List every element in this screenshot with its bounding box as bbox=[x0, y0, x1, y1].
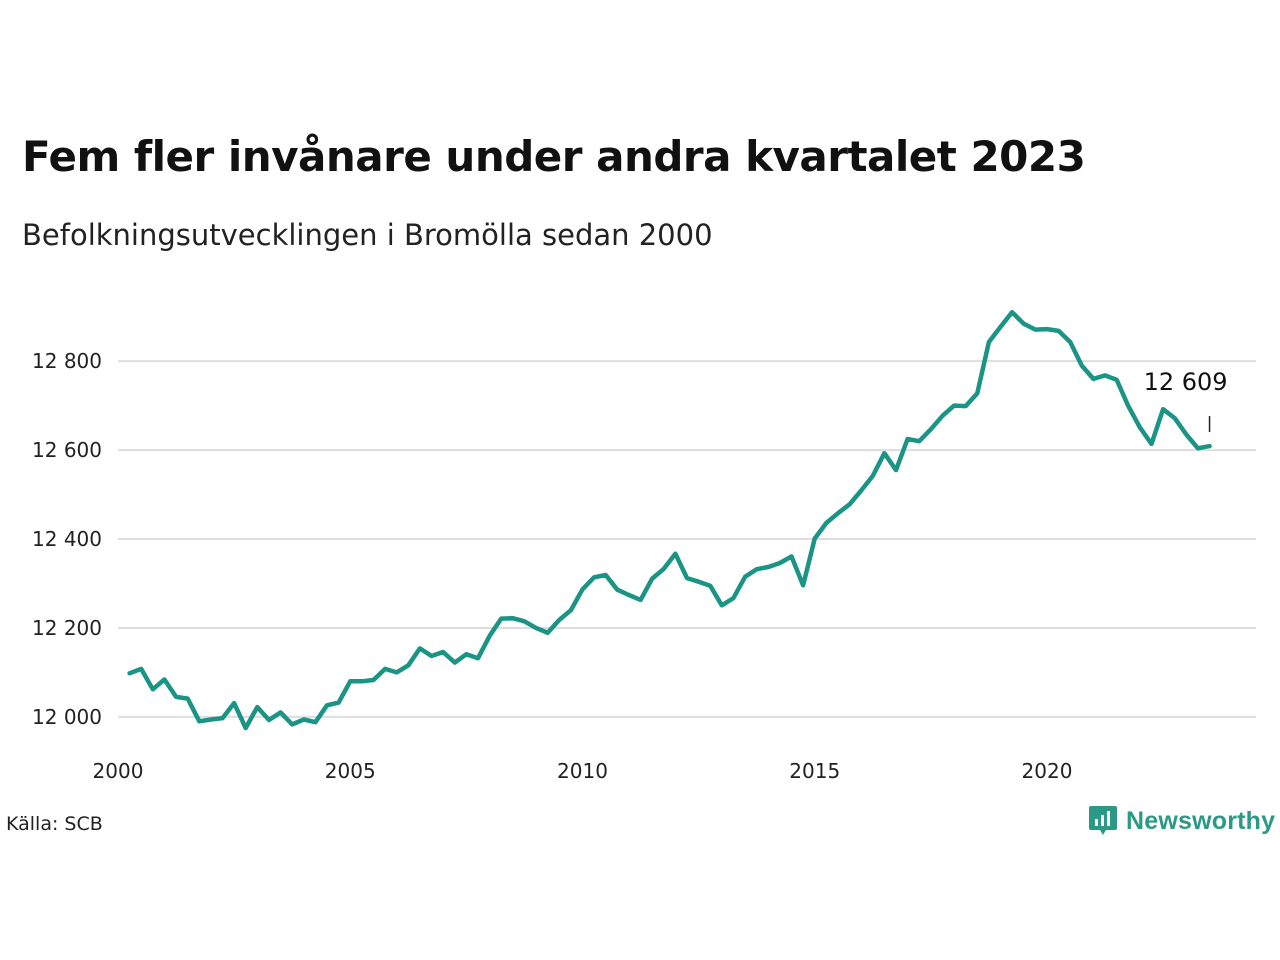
source-note: Källa: SCB bbox=[6, 813, 103, 835]
x-axis: 2000 2005 2010 2015 2020 bbox=[93, 759, 1073, 783]
chart-title: Fem fler invånare under andra kvartalet … bbox=[22, 132, 1086, 181]
y-axis: 12 000 12 200 12 400 12 600 12 800 bbox=[32, 349, 102, 729]
x-tick-label: 2020 bbox=[1022, 759, 1073, 783]
brand-name: Newsworthy bbox=[1126, 806, 1276, 835]
y-tick-label: 12 200 bbox=[32, 616, 102, 640]
series-line bbox=[127, 309, 1212, 731]
newsworthy-logo-icon bbox=[1089, 806, 1117, 835]
x-tick-label: 2005 bbox=[325, 759, 376, 783]
x-tick-label: 2015 bbox=[789, 759, 840, 783]
brand-logo: Newsworthy bbox=[1088, 804, 1275, 838]
grid-lines bbox=[118, 360, 1256, 718]
y-tick-label: 12 600 bbox=[32, 438, 102, 462]
y-tick-label: 12 400 bbox=[32, 527, 102, 551]
y-tick-label: 12 000 bbox=[32, 705, 102, 729]
chart-subtitle: Befolkningsutvecklingen i Bromölla sedan… bbox=[22, 218, 713, 252]
series-layer bbox=[127, 309, 1212, 731]
y-tick-label: 12 800 bbox=[32, 349, 102, 373]
x-tick-label: 2000 bbox=[93, 759, 144, 783]
annotations: 12 609 bbox=[1144, 368, 1228, 433]
annotation-label: 12 609 bbox=[1144, 368, 1228, 396]
x-tick-label: 2010 bbox=[557, 759, 608, 783]
